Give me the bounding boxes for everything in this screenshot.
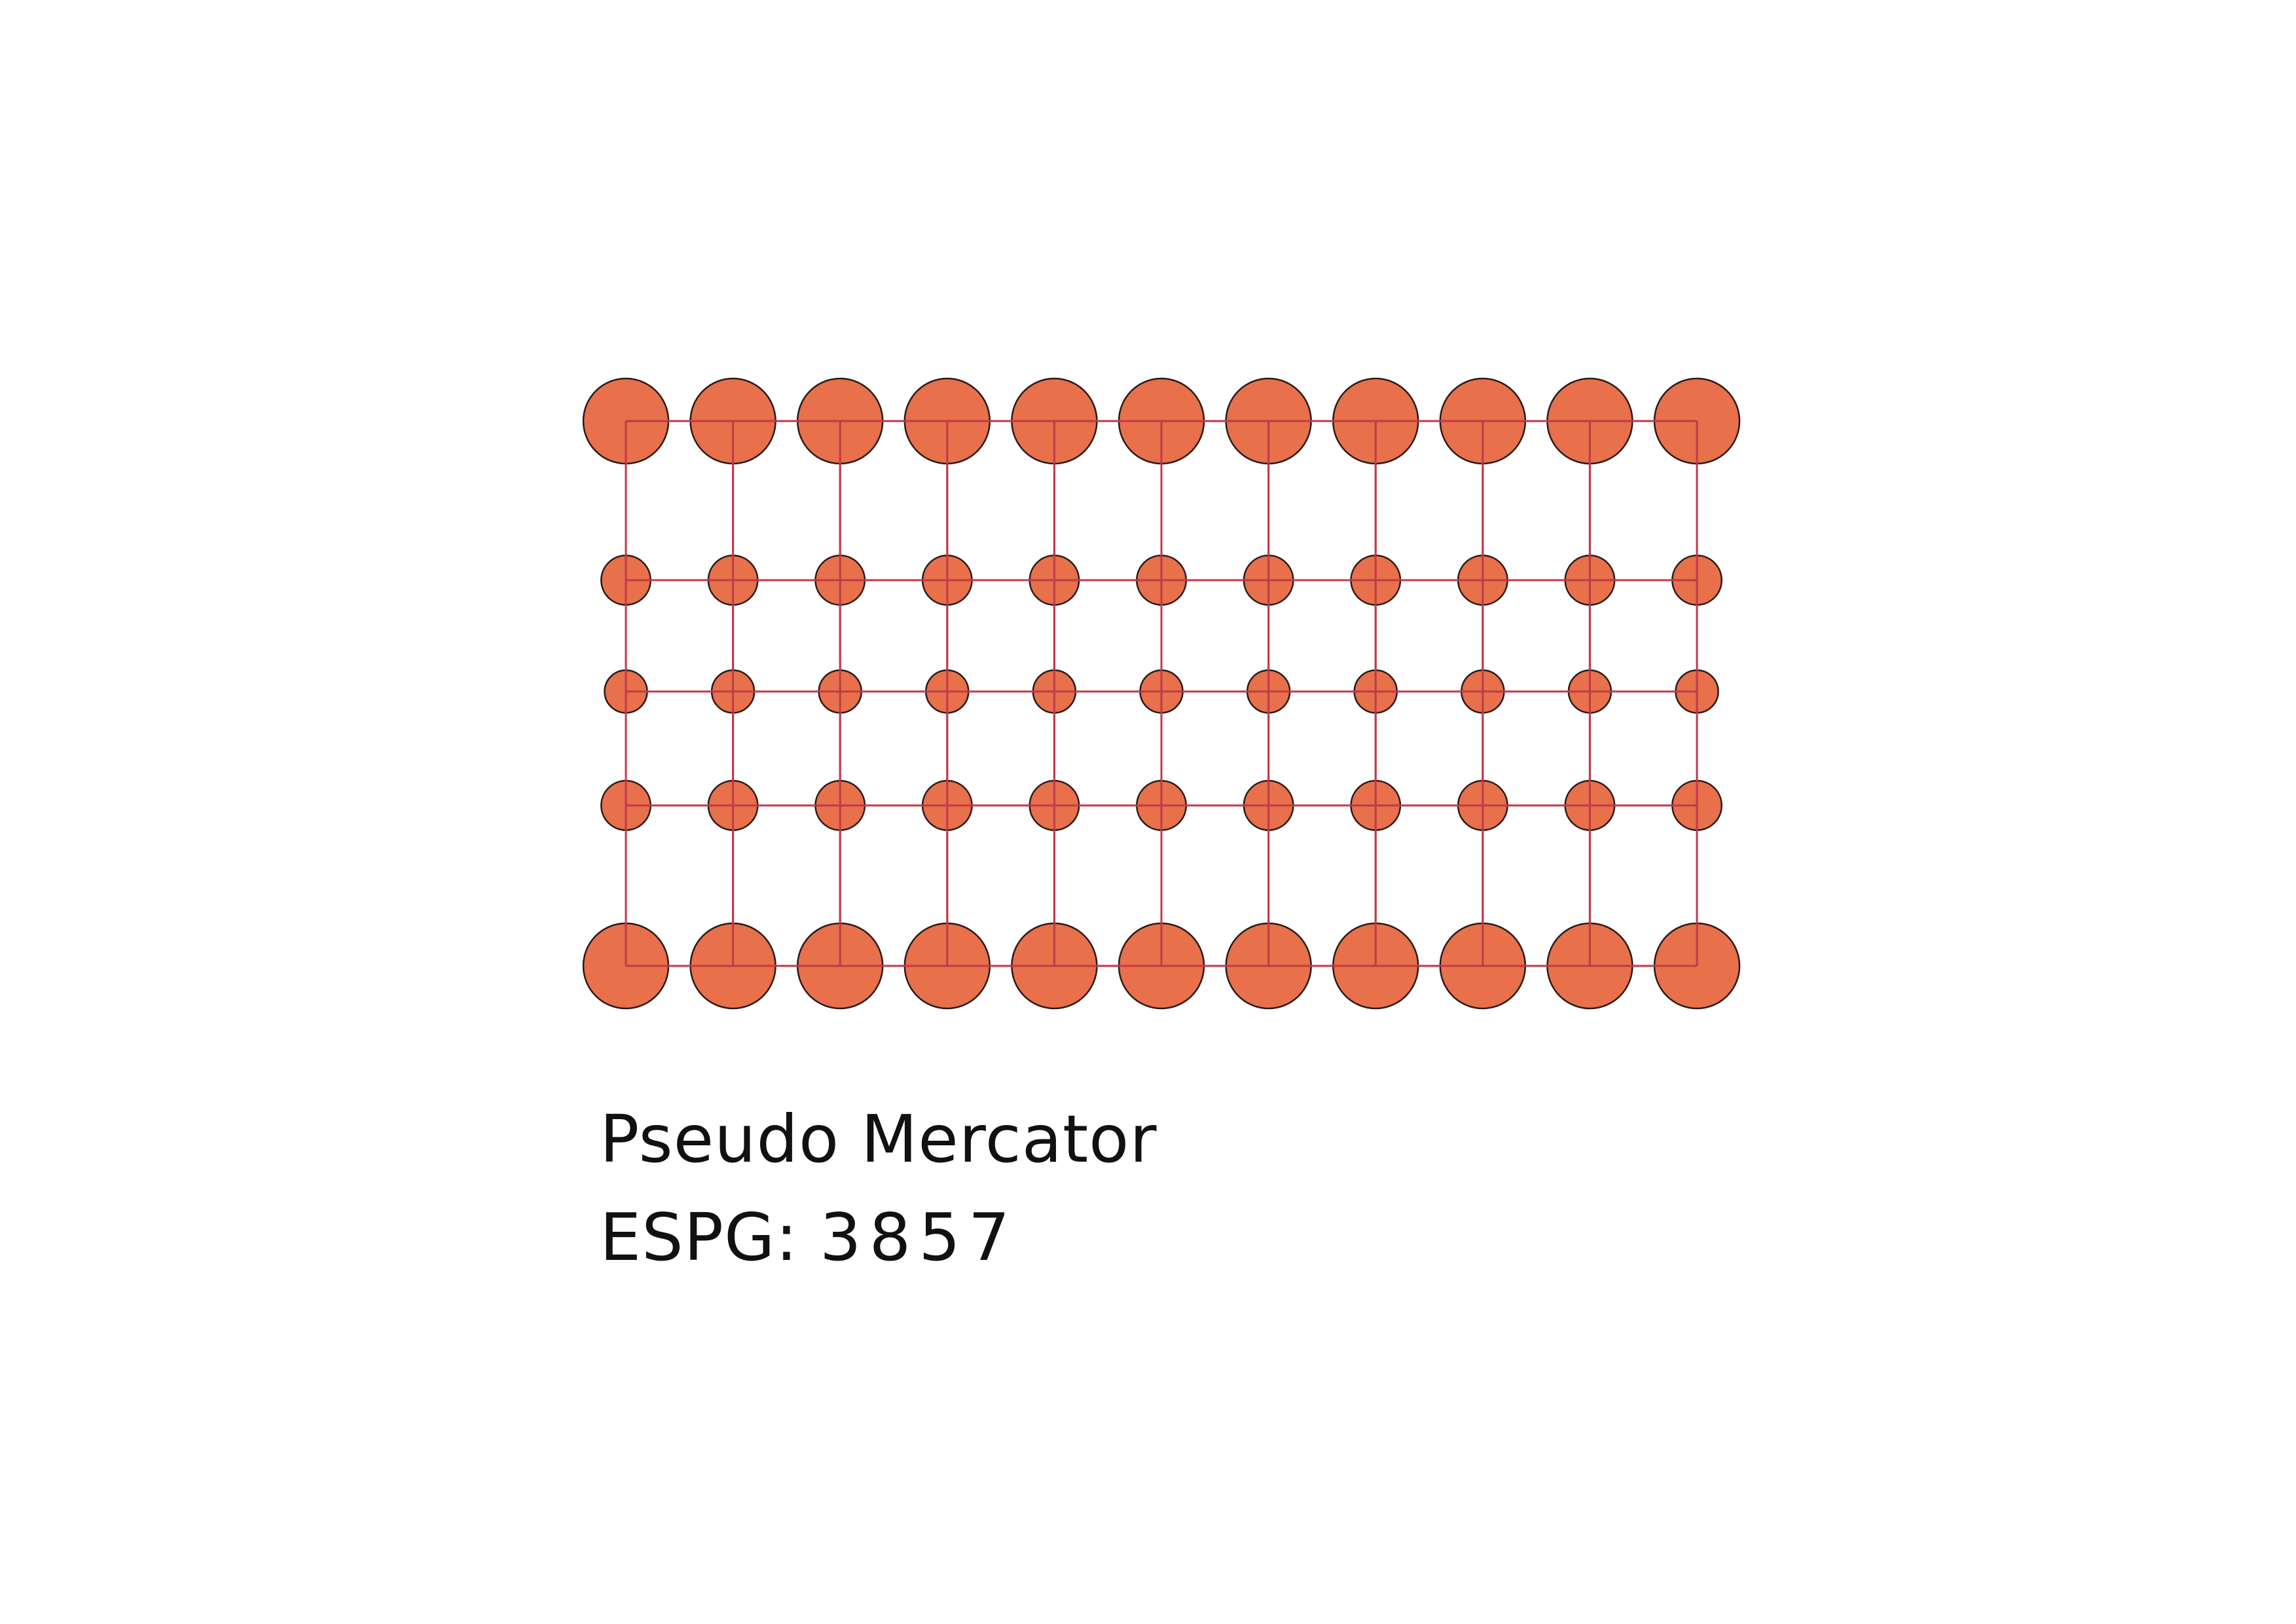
projection-title: Pseudo Mercator (600, 1101, 1157, 1177)
code-label: ESPG (600, 1199, 776, 1276)
graticule-grid-overlay (625, 420, 1698, 967)
code-value: 3857 (819, 1199, 1018, 1276)
projection-code: ESPG: 3857 (600, 1205, 1017, 1270)
code-separator: : (775, 1199, 799, 1276)
